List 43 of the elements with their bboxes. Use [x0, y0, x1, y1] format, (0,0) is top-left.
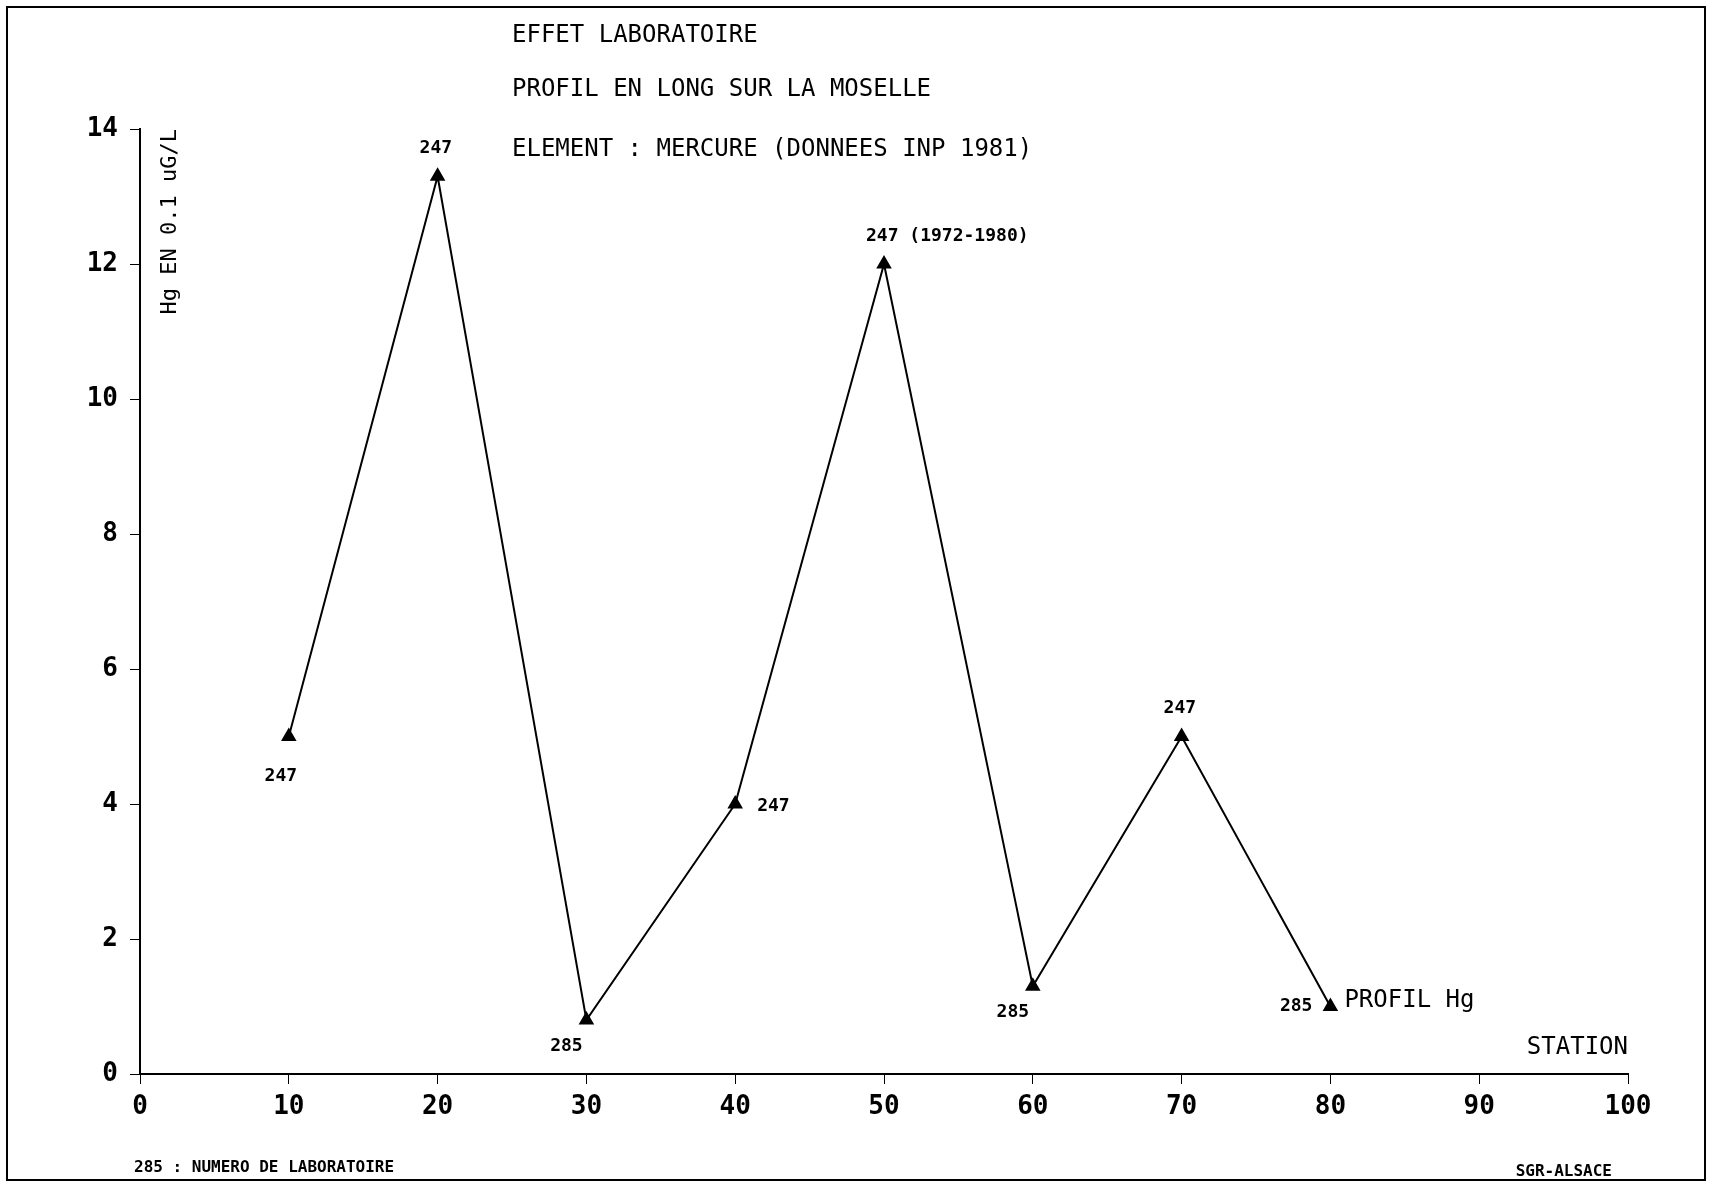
x-tick-label: 90: [1463, 1090, 1495, 1121]
chart-subtitle: PROFIL EN LONG SUR LA MOSELLE: [512, 74, 932, 103]
y-tick-label: 14: [86, 111, 118, 142]
x-tick-label: 40: [719, 1090, 751, 1121]
chart-title: EFFET LABORATOIRE: [512, 20, 758, 49]
annotation: 285: [550, 1033, 583, 1055]
series-label: PROFIL Hg: [1344, 984, 1475, 1013]
point: [281, 728, 296, 741]
annotation: ELEMENT : MERCURE (DONNEES INP 1981): [512, 134, 1033, 163]
point: [430, 168, 445, 181]
point: [579, 1012, 594, 1025]
annotation: 247 (1972-1980): [866, 223, 1029, 245]
x-tick-label: 50: [868, 1090, 900, 1121]
x-tick-label: 80: [1314, 1090, 1347, 1121]
point: [1174, 728, 1189, 741]
x-tick-label: 0: [132, 1090, 148, 1121]
point: [876, 256, 892, 269]
annotation: 247: [1163, 696, 1197, 718]
text: 285 : NUMERO DE LABORATOIRE: [134, 1157, 395, 1177]
annotation: 285: [996, 999, 1030, 1021]
annotation: 285: [1279, 994, 1313, 1016]
point: [728, 796, 743, 809]
y-tick-label: 0: [102, 1056, 118, 1087]
x-tick-label: 30: [570, 1090, 603, 1121]
y-tick-label: 8: [102, 516, 118, 547]
y-tick-label: 10: [86, 381, 118, 412]
y-axis-title: Hg EN 0.1 uG/L: [155, 129, 181, 315]
point: [1323, 998, 1338, 1011]
point: [1025, 978, 1040, 991]
annotation: 247: [757, 793, 790, 815]
y-tick-label: 12: [86, 246, 118, 277]
y-tick-label: 2: [102, 921, 118, 952]
annotation: 247: [264, 764, 298, 786]
x-axis-title: STATION: [1526, 1032, 1628, 1061]
x-tick-label: 60: [1017, 1090, 1049, 1121]
x-tick-label: 100: [1604, 1090, 1652, 1121]
x-tick-label: 10: [273, 1090, 305, 1121]
y-tick-label: 4: [102, 786, 118, 817]
y-tick-label: 6: [102, 651, 118, 682]
text: SGR-ALSACE: [1515, 1161, 1612, 1181]
x-tick-label: 20: [421, 1090, 454, 1121]
x-tick-label: 70: [1165, 1090, 1198, 1121]
annotation: 247: [419, 135, 453, 157]
